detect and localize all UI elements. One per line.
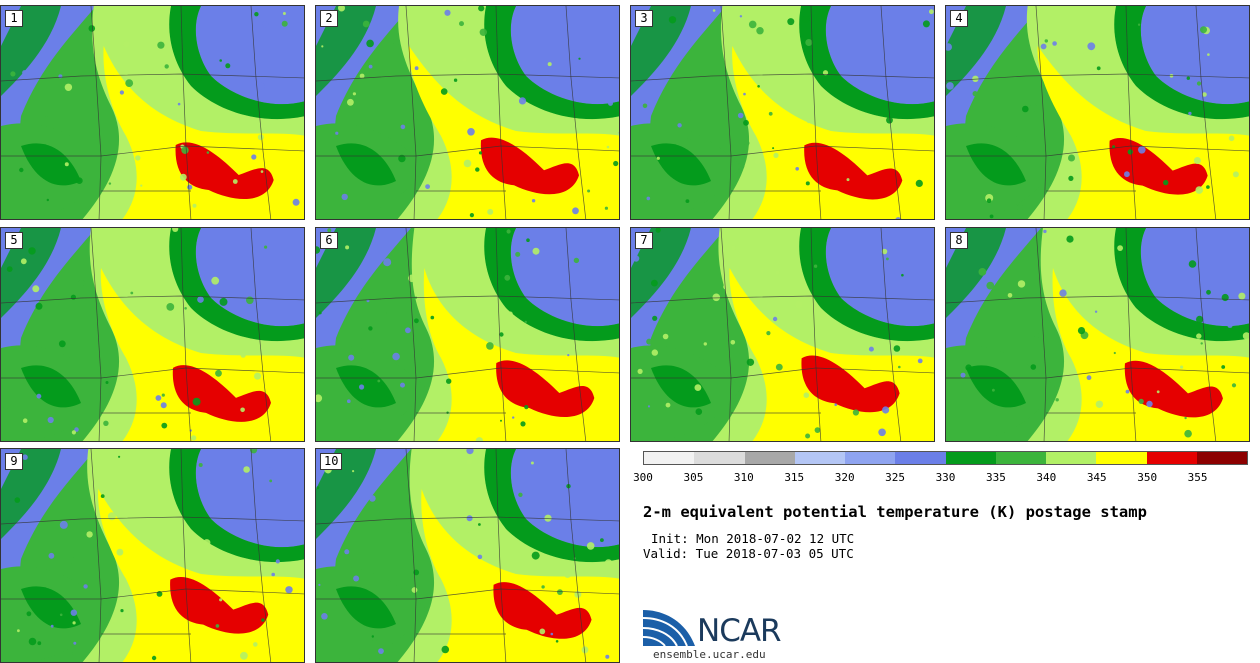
theta-e-map-5 xyxy=(1,228,304,441)
colorbar-tick-label: 345 xyxy=(1086,471,1107,484)
stamp-panel-1: 1 xyxy=(0,5,305,220)
colorbar-swatch xyxy=(1196,452,1247,464)
colorbar-swatch xyxy=(794,452,845,464)
colorbar xyxy=(643,451,1248,465)
colorbar-tick-label: 330 xyxy=(935,471,956,484)
colorbar-swatch xyxy=(644,452,695,464)
stamp-panel-3: 3 xyxy=(630,5,935,220)
colorbar-tick-label: 340 xyxy=(1036,471,1057,484)
init-time: Init: Mon 2018-07-02 12 UTC xyxy=(651,531,855,546)
ncar-logo-icon xyxy=(643,610,695,647)
member-label: 3 xyxy=(635,10,653,27)
colorbar-ticks: 300 305 310 315 320 325 330 335 340 345 350 355 xyxy=(633,471,1248,485)
member-label: 9 xyxy=(5,453,23,470)
member-label: 5 xyxy=(5,232,23,249)
theta-e-map-10 xyxy=(316,449,619,662)
colorbar-tick-label: 350 xyxy=(1137,471,1158,484)
theta-e-map-8 xyxy=(946,228,1249,441)
member-label: 7 xyxy=(635,232,653,249)
colorbar-tick-label: 315 xyxy=(784,471,805,484)
colorbar-swatch xyxy=(694,452,745,464)
ncar-wordmark: NCAR xyxy=(697,613,782,649)
colorbar-tick-label: 355 xyxy=(1187,471,1208,484)
colorbar-tick-label: 300 xyxy=(633,471,653,484)
theta-e-map-6 xyxy=(316,228,619,441)
stamp-panel-2: 2 xyxy=(315,5,620,220)
theta-e-map-3 xyxy=(631,6,934,219)
theta-e-map-1 xyxy=(1,6,304,219)
stamp-panel-4: 4 xyxy=(945,5,1250,220)
stamp-panel-8: 8 xyxy=(945,227,1250,442)
ncar-url: ensemble.ucar.edu xyxy=(653,648,766,661)
stamp-panel-6: 6 xyxy=(315,227,620,442)
colorbar-swatch xyxy=(945,452,996,464)
colorbar-swatch xyxy=(744,452,795,464)
member-label: 1 xyxy=(5,10,23,27)
member-label: 10 xyxy=(320,453,343,470)
theta-e-map-7 xyxy=(631,228,934,441)
colorbar-swatch xyxy=(895,452,946,464)
colorbar-swatch xyxy=(845,452,896,464)
member-label: 4 xyxy=(950,10,968,27)
colorbar-swatch xyxy=(1146,452,1197,464)
colorbar-tick-label: 310 xyxy=(733,471,754,484)
colorbar-tick-label: 335 xyxy=(985,471,1006,484)
figure-title: 2-m equivalent potential temperature (K)… xyxy=(643,503,1147,521)
stamp-panel-9: 9 xyxy=(0,448,305,663)
colorbar-tick-label: 325 xyxy=(885,471,906,484)
stamp-panel-5: 5 xyxy=(0,227,305,442)
stamp-panel-7: 7 xyxy=(630,227,935,442)
theta-e-map-9 xyxy=(1,449,304,662)
member-label: 8 xyxy=(950,232,968,249)
theta-e-map-4 xyxy=(946,6,1249,219)
stamp-panel-10: 10 xyxy=(315,448,620,663)
colorbar-swatch xyxy=(995,452,1046,464)
member-label: 6 xyxy=(320,232,338,249)
colorbar-tick-label: 320 xyxy=(834,471,855,484)
colorbar-swatch xyxy=(1096,452,1147,464)
theta-e-map-2 xyxy=(316,6,619,219)
valid-time: Valid: Tue 2018-07-03 05 UTC xyxy=(643,546,854,561)
member-label: 2 xyxy=(320,10,338,27)
colorbar-tick-label: 305 xyxy=(683,471,704,484)
colorbar-swatch xyxy=(1046,452,1097,464)
